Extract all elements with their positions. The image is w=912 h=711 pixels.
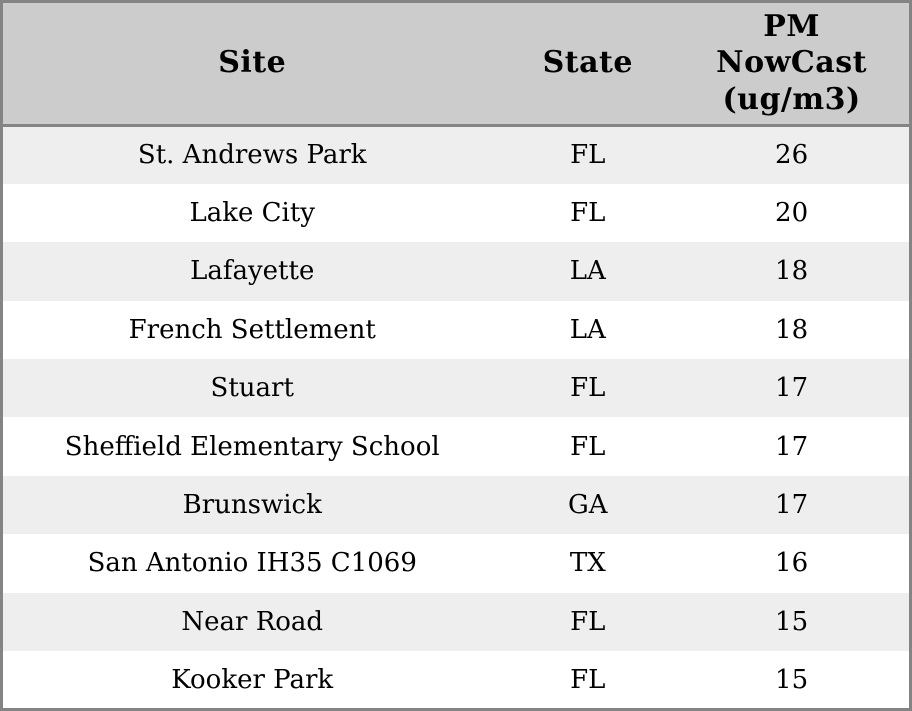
site-cell: Brunswick bbox=[1, 475, 502, 535]
state-cell: FL bbox=[501, 359, 675, 418]
site-cell: Stuart bbox=[1, 359, 502, 418]
state-cell: FL bbox=[501, 125, 675, 184]
pm-nowcast-cell: 16 bbox=[674, 534, 911, 593]
state-cell: FL bbox=[501, 183, 675, 243]
state-cell: LA bbox=[501, 300, 675, 360]
state-cell: FL bbox=[501, 592, 675, 652]
table-row: Kooker Park FL 15 bbox=[1, 651, 911, 710]
site-cell: French Settlement bbox=[1, 300, 502, 360]
pm-nowcast-cell: 20 bbox=[674, 183, 911, 243]
table-row: Stuart FL 17 bbox=[1, 359, 911, 418]
pm-nowcast-cell: 18 bbox=[674, 300, 911, 360]
site-cell: St. Andrews Park bbox=[1, 125, 502, 184]
pm-nowcast-cell: 15 bbox=[674, 651, 911, 710]
pm-nowcast-cell: 17 bbox=[674, 359, 911, 418]
table-header: Site State PM NowCast (ug/m3) bbox=[1, 1, 911, 127]
table-row: St. Andrews Park FL 26 bbox=[1, 125, 911, 184]
table-body: St. Andrews Park FL 26 Lake City FL 20 Lafayet… bbox=[1, 125, 911, 710]
pm-nowcast-cell: 15 bbox=[674, 592, 911, 652]
state-cell: FL bbox=[501, 651, 675, 710]
pm-nowcast-cell: 17 bbox=[674, 475, 911, 535]
site-cell: Kooker Park bbox=[1, 651, 502, 710]
site-cell: Lafayette bbox=[1, 242, 502, 301]
site-cell: Sheffield Elementary School bbox=[1, 417, 502, 476]
header-row: Site State PM NowCast (ug/m3) bbox=[1, 1, 911, 127]
table-row: Brunswick GA 17 bbox=[1, 475, 911, 535]
column-header-pm-nowcast: PM NowCast (ug/m3) bbox=[674, 1, 911, 127]
column-header-state: State bbox=[501, 1, 675, 127]
pm-nowcast-cell: 18 bbox=[674, 242, 911, 301]
state-cell: LA bbox=[501, 242, 675, 301]
site-cell: San Antonio IH35 C1069 bbox=[1, 534, 502, 593]
state-cell: GA bbox=[501, 475, 675, 535]
table-row: Lafayette LA 18 bbox=[1, 242, 911, 301]
table-row: Lake City FL 20 bbox=[1, 183, 911, 243]
site-cell: Lake City bbox=[1, 183, 502, 243]
table-row: Near Road FL 15 bbox=[1, 592, 911, 652]
state-cell: TX bbox=[501, 534, 675, 593]
table-row: San Antonio IH35 C1069 TX 16 bbox=[1, 534, 911, 593]
table-row: Sheffield Elementary School FL 17 bbox=[1, 417, 911, 476]
column-header-site: Site bbox=[1, 1, 502, 127]
site-cell: Near Road bbox=[1, 592, 502, 652]
state-cell: FL bbox=[501, 417, 675, 476]
table-row: French Settlement LA 18 bbox=[1, 300, 911, 360]
pm-nowcast-cell: 17 bbox=[674, 417, 911, 476]
pm-nowcast-cell: 26 bbox=[674, 125, 911, 184]
